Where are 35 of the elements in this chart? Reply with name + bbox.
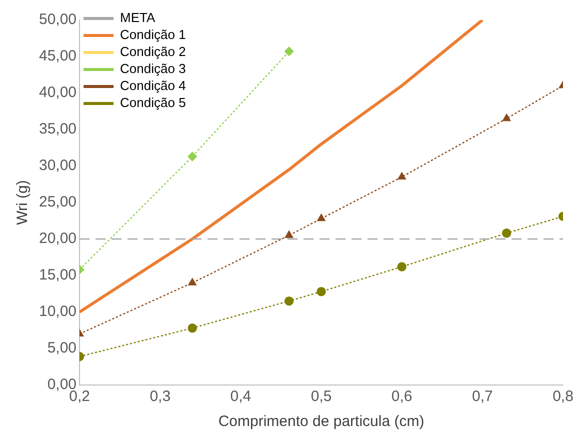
point (316, 286, 326, 296)
legend-label: META (120, 10, 156, 26)
x-tick-label: 0,8 (552, 388, 574, 406)
legend-label: Condição 3 (120, 61, 186, 76)
y-tick-label: 50,00 (38, 11, 77, 28)
y-axis-title: Wri (g) (14, 180, 32, 225)
legend-label: Condição 5 (120, 95, 186, 110)
x-tick-label: 0,6 (391, 388, 412, 406)
y-tick-label: 45,00 (38, 48, 77, 65)
y-tick-label: 40,00 (38, 84, 77, 102)
x-tick-label: 0,5 (310, 388, 332, 406)
y-tick-label: 30,00 (38, 157, 77, 174)
x-axis-title: Comprimento de particula (cm) (218, 413, 424, 430)
legend-label: Condição 4 (120, 78, 186, 94)
x-tick-label: 0,4 (230, 388, 252, 406)
y-tick-label: 25,00 (38, 194, 77, 211)
legend-label: Condição 1 (120, 27, 186, 42)
point (317, 214, 326, 222)
legend-label: Condição 2 (120, 44, 186, 60)
x-tick-label: 0,3 (150, 388, 171, 406)
y-tick-label: 5,00 (47, 340, 77, 357)
y-tick-label: 35,00 (38, 120, 77, 138)
point (188, 278, 196, 286)
point (188, 323, 197, 333)
point (284, 296, 294, 306)
x-tick-label: 0,2 (69, 388, 90, 406)
point (284, 230, 294, 238)
y-tick-label: 10,00 (38, 303, 77, 320)
point (398, 172, 406, 180)
point (188, 152, 197, 162)
x-tick-label: 0,7 (472, 388, 493, 406)
point (284, 46, 294, 56)
y-tick-label: 15,00 (38, 266, 77, 284)
point (397, 262, 406, 272)
y-tick-label: 20,00 (38, 230, 77, 248)
